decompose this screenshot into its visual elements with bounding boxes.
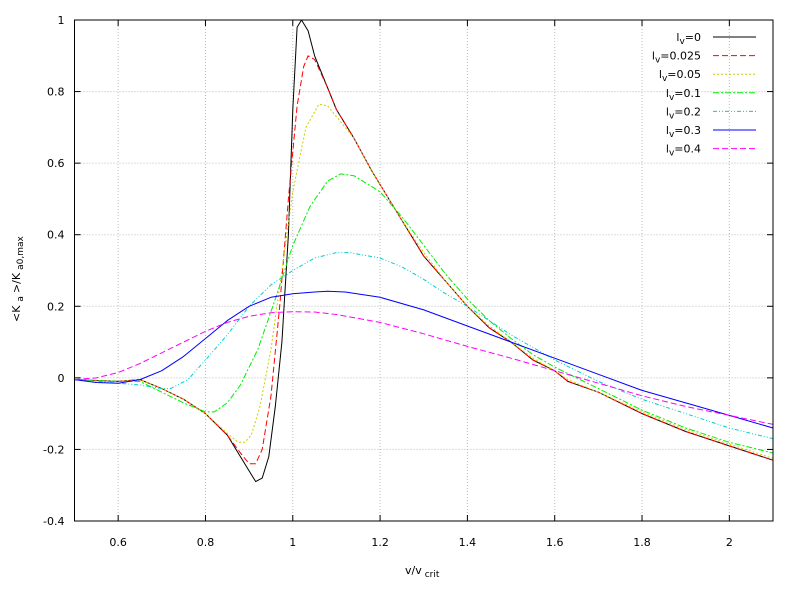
- y-tick-label: 0: [58, 372, 65, 385]
- legend: lv=0 lv=0.025 lv=0.05 lv=0.1 lv=0.2 lv=0.3 lv=…: [652, 31, 756, 159]
- series-line: [74, 173, 774, 454]
- series-group: [74, 19, 774, 483]
- y-axis-label: <Ka>/Ka0,max: [10, 236, 26, 322]
- x-tick-label: 1.6: [546, 536, 564, 549]
- series-line: [74, 252, 774, 440]
- y-tick-label: 0.6: [47, 157, 65, 170]
- series-line: [74, 103, 774, 459]
- series-line: [74, 290, 774, 429]
- y-tick-label: 0.8: [47, 86, 65, 99]
- legend-label: lv=0: [676, 31, 701, 47]
- series-line: [74, 19, 774, 483]
- legend-label: lv=0.1: [666, 87, 701, 103]
- y-tick-label: 1: [58, 14, 65, 27]
- x-tick-label: 1.4: [459, 536, 477, 549]
- legend-label: lv=0.2: [666, 105, 701, 121]
- x-tick-label: 0.6: [109, 536, 127, 549]
- x-tick-label: 2: [726, 536, 733, 549]
- y-tick-label: -0.4: [43, 515, 64, 528]
- plot-frame: [74, 19, 774, 522]
- y-tick-label: -0.2: [43, 443, 64, 456]
- ticks: 0.6 0.8 1 1.2 1.4 1.6 1.8 2 -0.4 -0.2 0 0.2 0.4 0.6 0.…: [43, 14, 773, 549]
- y-tick-label: 0.2: [47, 300, 65, 313]
- legend-label: lv=0.4: [666, 143, 701, 159]
- y-tick-label: 0.4: [47, 229, 65, 242]
- x-tick-label: 1: [289, 536, 296, 549]
- x-tick-label: 0.8: [197, 536, 215, 549]
- legend-label: lv=0.025: [652, 50, 701, 66]
- x-tick-label: 1.2: [371, 536, 389, 549]
- x-axis-label: v/v crit: [405, 564, 440, 580]
- legend-label: lv=0.3: [666, 124, 701, 140]
- x-tick-label: 1.8: [633, 536, 651, 549]
- series-line: [74, 311, 774, 425]
- legend-label: lv=0.05: [659, 68, 701, 84]
